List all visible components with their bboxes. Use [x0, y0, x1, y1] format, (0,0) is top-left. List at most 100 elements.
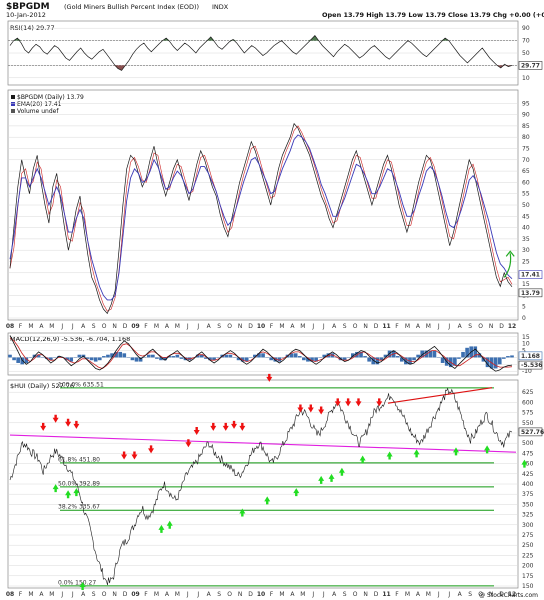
macd-panel: MACD(12,26,9) -5.536, -6.704, 1.168 1510… [7, 332, 543, 376]
macd-histogram-bar [77, 354, 82, 358]
x-tick-label: F [19, 591, 23, 598]
x-tick-label: O [478, 323, 483, 330]
macd-histogram-bar [395, 356, 400, 358]
x-tick-label: J [71, 323, 74, 330]
macd-histogram-bar [502, 357, 506, 359]
x-tick-label: J [437, 323, 440, 330]
buy-arrow-icon [484, 445, 491, 454]
sell-arrow-icon [65, 418, 72, 427]
rsi-tick-label: 50 [522, 50, 530, 57]
hui-tick-label: 275 [522, 532, 534, 539]
macd-histogram-bar [506, 356, 510, 358]
sell-arrow-icon [334, 398, 341, 407]
macd-histogram-bar [159, 357, 163, 361]
macd-histogram-bar [236, 357, 241, 361]
x-tick-label: O [102, 591, 107, 598]
x-tick-label: A [39, 323, 44, 330]
macd-histogram-bar [269, 357, 274, 361]
x-tick-label: J [196, 591, 199, 598]
sell-arrow-icon [345, 398, 352, 407]
macd-histogram-bar [65, 357, 69, 361]
x-tick-label: J [311, 591, 314, 598]
macd-histogram-bar [306, 357, 310, 362]
x-tick-label: M [28, 323, 33, 330]
macd-histogram-bar [122, 353, 127, 358]
macd-histogram-bar [57, 356, 61, 358]
x-tick-label: O [353, 591, 358, 598]
x-tick-label: F [395, 591, 399, 598]
rsi-overbought-area [10, 35, 512, 41]
x-tick-label: N [489, 323, 494, 330]
macd-histogram-bar [179, 357, 184, 359]
hui-tick-label: 300 [522, 522, 534, 529]
bpi-tick-label: 50 [522, 202, 530, 209]
hui-tick-label: 200 [522, 563, 534, 570]
sell-arrow-icon [52, 414, 59, 423]
bpi-tick-label: 65 [522, 168, 530, 175]
legend-swatch-price [11, 95, 15, 99]
bpi-tick-label: 80 [522, 134, 530, 141]
x-tick-label: J [311, 323, 314, 330]
rsi-panel: RSI(14) 29.77 907050301029.77 [7, 20, 543, 86]
macd-hist-value-box [518, 351, 543, 361]
buy-arrow-icon [293, 488, 300, 497]
x-tick-label: 12 [508, 323, 516, 330]
macd-histogram-bar [399, 357, 404, 362]
buy-arrow-icon [413, 449, 420, 458]
quote-line: Open 13.79 High 13.79 Low 13.79 Close 13… [322, 11, 544, 19]
x-tick-label: M [426, 591, 431, 598]
hui-tick-label: 325 [522, 512, 534, 519]
buy-arrow-icon [328, 473, 335, 482]
macd-tick-label: 15 [522, 334, 530, 341]
rsi-tick-label: 70 [522, 38, 530, 45]
macd-histogram-bar [175, 354, 180, 358]
bpi-ema-value: 17.41 [521, 272, 540, 279]
hui-tick-label: 500 [522, 440, 534, 447]
macd-histogram-bar [12, 357, 16, 361]
sell-arrow-icon [222, 422, 229, 431]
hui-title: $HUI (Daily) 527.76 [10, 382, 74, 390]
x-tick-label: M [300, 323, 305, 330]
macd-histogram-bar [485, 357, 490, 368]
macd-value: -5.536 [521, 362, 542, 369]
buy-arrow-icon [338, 467, 345, 476]
magenta-trendline [9, 434, 517, 453]
macd-histogram-bar [89, 357, 94, 361]
index-name: (Gold Miners Bullish Percent Index (EOD)… [64, 3, 199, 11]
macd-histogram-bar [93, 357, 98, 362]
x-tick-label: M [405, 323, 410, 330]
macd-histogram-bar [195, 354, 200, 358]
bpi-tick-label: 0 [522, 315, 526, 322]
macd-histogram-bar [134, 357, 139, 362]
hui-tick-label: 375 [522, 491, 534, 498]
bpi-ema-value-box [518, 270, 543, 279]
buy-arrow-icon [264, 496, 271, 505]
macd-histogram-bar [497, 357, 502, 365]
hui-value-label: 527.76 [521, 429, 544, 436]
x-tick-label: M [49, 591, 54, 598]
macd-histogram-bar [85, 357, 90, 359]
buy-arrow-icon [359, 455, 366, 464]
x-tick-label: J [447, 591, 450, 598]
bpi-tick-label: 85 [522, 123, 530, 130]
macd-histogram-bar [244, 357, 249, 362]
x-tick-label: D [123, 323, 128, 330]
macd-histogram-bar [375, 357, 380, 365]
macd-histogram-bar [110, 353, 114, 358]
macd-tick-label: 5 [522, 348, 526, 355]
macd-tick-label: -10 [522, 368, 532, 375]
macd-histogram-bar [277, 357, 282, 362]
macd-histogram-bar [416, 354, 420, 358]
x-tick-label: O [102, 323, 107, 330]
sell-arrow-icon [266, 373, 273, 382]
macd-histogram-bar [97, 357, 102, 361]
x-tick-label: M [279, 591, 284, 598]
x-tick-label: A [332, 591, 337, 598]
x-tick-label: 12 [508, 591, 516, 598]
macd-histogram-bar [240, 357, 245, 362]
x-tick-label: A [290, 323, 295, 330]
buy-arrow-icon [166, 520, 173, 529]
x-tick-label: A [458, 591, 463, 598]
x-tick-label: N [489, 591, 494, 598]
